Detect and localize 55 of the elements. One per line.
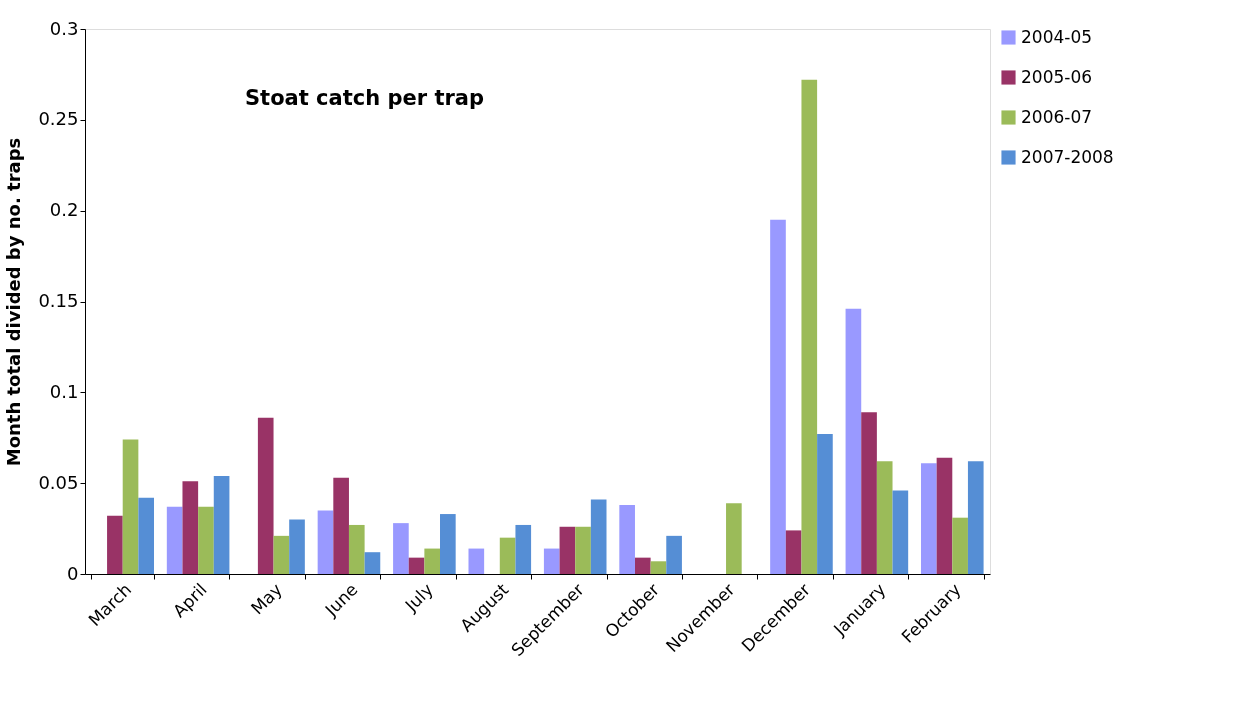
bar bbox=[575, 526, 591, 574]
bar bbox=[920, 463, 937, 574]
bar bbox=[726, 503, 742, 574]
legend-label: 2005-06 bbox=[1021, 66, 1093, 87]
bar bbox=[845, 308, 862, 574]
bar bbox=[257, 417, 274, 574]
bar bbox=[440, 514, 456, 574]
bar bbox=[770, 219, 786, 574]
bar bbox=[317, 510, 334, 574]
legend-label: 2006-07 bbox=[1021, 106, 1093, 127]
y-axis-title: Month total divided by no. traps bbox=[3, 137, 25, 467]
bar bbox=[408, 557, 425, 574]
bar bbox=[333, 477, 349, 574]
bar bbox=[876, 461, 893, 574]
bar bbox=[182, 481, 199, 574]
text: Stoat catch per trap bbox=[245, 86, 485, 110]
bar bbox=[364, 552, 381, 574]
bar bbox=[289, 519, 305, 574]
bar bbox=[543, 548, 560, 574]
bar bbox=[892, 490, 909, 574]
bar bbox=[499, 537, 516, 574]
y-tick-label: 0.3 bbox=[49, 17, 79, 39]
bar bbox=[393, 523, 409, 574]
bar bbox=[666, 535, 682, 574]
y-tick-label: 0.2 bbox=[49, 199, 79, 221]
bar bbox=[107, 515, 123, 574]
bar bbox=[213, 475, 230, 574]
bar bbox=[634, 557, 651, 574]
bar bbox=[952, 517, 968, 574]
bar bbox=[424, 548, 441, 574]
bar bbox=[273, 535, 290, 574]
bar bbox=[801, 79, 818, 574]
bar bbox=[166, 506, 183, 574]
bar bbox=[122, 439, 139, 574]
bar bbox=[785, 530, 802, 574]
bar bbox=[198, 506, 214, 574]
y-tick-label: 0.1 bbox=[49, 380, 79, 402]
bar bbox=[348, 524, 365, 574]
bar bbox=[650, 561, 667, 574]
legend-label: 2007-2008 bbox=[1021, 146, 1114, 167]
bar bbox=[590, 499, 607, 574]
y-tick-label: 0.15 bbox=[38, 290, 79, 311]
bar bbox=[619, 504, 635, 574]
bar bbox=[559, 526, 576, 574]
bar bbox=[138, 497, 155, 574]
bar bbox=[936, 457, 953, 574]
bar bbox=[967, 461, 984, 574]
bar bbox=[515, 524, 532, 574]
bar bbox=[468, 548, 485, 574]
y-tick-label: 0.25 bbox=[38, 108, 79, 130]
y-tick-label: 0 bbox=[67, 562, 79, 584]
bar bbox=[861, 412, 877, 574]
bar bbox=[817, 434, 833, 574]
legend-label: 2004-05 bbox=[1021, 26, 1093, 47]
y-tick-label: 0.05 bbox=[38, 471, 79, 493]
